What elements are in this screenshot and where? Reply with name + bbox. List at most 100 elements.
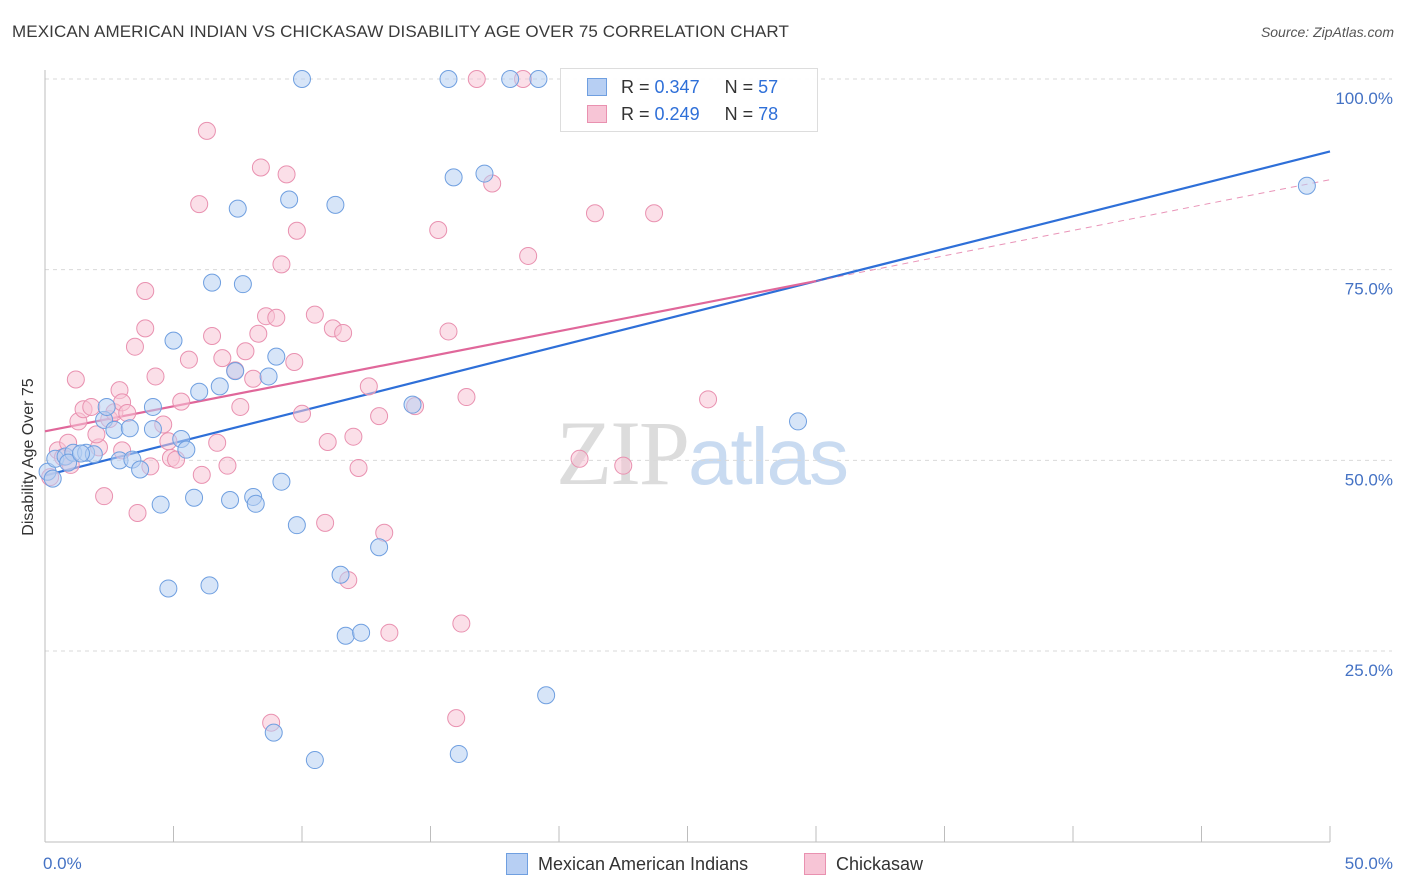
point-chickasaw <box>87 425 106 444</box>
point-chickasaw <box>192 465 211 484</box>
point-mexican-american-indians <box>259 367 278 386</box>
legend-swatch-pink <box>587 105 607 123</box>
point-chickasaw <box>570 449 589 468</box>
point-mexican-american-indians <box>264 723 283 742</box>
point-chickasaw <box>439 322 458 341</box>
point-chickasaw <box>452 614 471 633</box>
legend-r-value: 0.249 <box>654 104 700 124</box>
point-mexican-american-indians <box>439 70 458 88</box>
point-mexican-american-indians <box>151 495 170 514</box>
point-chickasaw <box>293 404 311 423</box>
point-chickasaw <box>125 337 144 356</box>
point-chickasaw <box>146 367 165 386</box>
legend-r-value: 0.347 <box>654 77 700 97</box>
point-chickasaw <box>179 350 198 369</box>
point-chickasaw <box>231 397 250 416</box>
legend-n-value: 78 <box>758 104 779 124</box>
point-mexican-american-indians <box>537 686 556 705</box>
point-chickasaw <box>305 305 324 324</box>
point-chickasaw <box>287 221 306 240</box>
point-chickasaw <box>699 390 718 409</box>
x-tick-label: 0.0% <box>43 854 82 873</box>
point-mexican-american-indians <box>228 199 247 218</box>
point-chickasaw <box>213 349 232 368</box>
correlation-legend: R = 0.347 N = 57 R = 0.249 N = 78 <box>560 68 818 132</box>
point-chickasaw <box>208 433 227 452</box>
point-mexican-american-indians <box>159 579 178 598</box>
legend-r-label: R = <box>621 104 650 124</box>
point-mexican-american-indians <box>59 453 78 472</box>
point-chickasaw <box>267 308 286 327</box>
point-mexican-american-indians <box>287 516 306 535</box>
point-mexican-american-indians <box>97 397 116 416</box>
point-chickasaw <box>316 513 335 532</box>
point-chickasaw <box>236 342 255 361</box>
point-chickasaw <box>519 246 538 265</box>
watermark-atlas: atlas <box>688 412 849 501</box>
point-chickasaw <box>244 369 263 388</box>
point-mexican-american-indians <box>43 469 62 488</box>
point-chickasaw <box>349 458 368 477</box>
point-mexican-american-indians <box>185 488 204 507</box>
point-chickasaw <box>249 324 268 343</box>
point-mexican-american-indians <box>501 70 520 88</box>
point-chickasaw <box>344 427 363 446</box>
point-chickasaw <box>218 456 237 475</box>
point-chickasaw <box>66 370 85 389</box>
point-chickasaw <box>136 319 155 338</box>
bottom-legend-label: Chickasaw <box>836 854 924 874</box>
point-chickasaw <box>457 388 476 407</box>
point-mexican-american-indians <box>221 490 240 509</box>
grid-lines <box>45 78 1392 652</box>
point-mexican-american-indians <box>352 623 371 642</box>
point-chickasaw <box>190 195 209 214</box>
trend-lines <box>44 150 1331 477</box>
point-chickasaw <box>645 204 664 223</box>
trend-line-mexican-american-indians <box>44 150 1331 477</box>
axis-labels: 25.0% 50.0% 75.0% 100.0% 0.0% 50.0% Disability… <box>20 89 1393 873</box>
point-mexican-american-indians <box>331 565 350 584</box>
point-chickasaw <box>359 377 378 396</box>
bottom-legend-swatch-pink <box>804 853 826 875</box>
source-note: Source: ZipAtlas.com <box>1260 24 1394 40</box>
point-mexican-american-indians <box>305 751 324 770</box>
x-tick-label: 50.0% <box>1345 854 1393 873</box>
legend-n-value: 57 <box>758 77 779 97</box>
point-mexican-american-indians <box>444 168 463 187</box>
point-chickasaw <box>172 392 191 411</box>
point-mexican-american-indians <box>789 412 808 431</box>
y-axis-title: Disability Age Over 75 <box>20 378 37 536</box>
bottom-legend-swatch-blue <box>506 853 528 875</box>
point-mexican-american-indians <box>529 70 548 88</box>
trend-line-chickasaw <box>44 280 817 433</box>
point-chickasaw <box>447 709 466 728</box>
point-chickasaw <box>277 165 296 184</box>
trend-extension-chickasaw <box>815 179 1331 282</box>
point-mexican-american-indians <box>164 331 183 350</box>
point-chickasaw <box>203 327 222 346</box>
point-chickasaw <box>272 255 291 274</box>
point-mexican-american-indians <box>71 444 90 463</box>
point-chickasaw <box>585 204 604 223</box>
point-mexican-american-indians <box>272 472 291 491</box>
point-mexican-american-indians <box>246 494 265 513</box>
point-mexican-american-indians <box>203 273 222 292</box>
point-mexican-american-indians <box>1297 176 1316 195</box>
data-points <box>38 70 1316 770</box>
point-chickasaw <box>380 623 399 642</box>
point-mexican-american-indians <box>336 626 355 645</box>
y-tick-label: 100.0% <box>1335 89 1393 108</box>
y-tick-label: 75.0% <box>1345 280 1393 299</box>
point-chickasaw <box>197 121 216 140</box>
point-mexican-american-indians <box>200 576 219 595</box>
point-mexican-american-indians <box>326 195 345 214</box>
chart-title: MEXICAN AMERICAN INDIAN VS CHICKASAW DIS… <box>12 22 789 41</box>
bottom-legend-label: Mexican American Indians <box>538 854 749 874</box>
point-chickasaw <box>318 433 337 452</box>
point-chickasaw <box>429 221 448 240</box>
point-chickasaw <box>251 158 270 177</box>
point-chickasaw <box>136 282 155 301</box>
point-chickasaw <box>128 503 147 522</box>
point-mexican-american-indians <box>293 70 311 88</box>
